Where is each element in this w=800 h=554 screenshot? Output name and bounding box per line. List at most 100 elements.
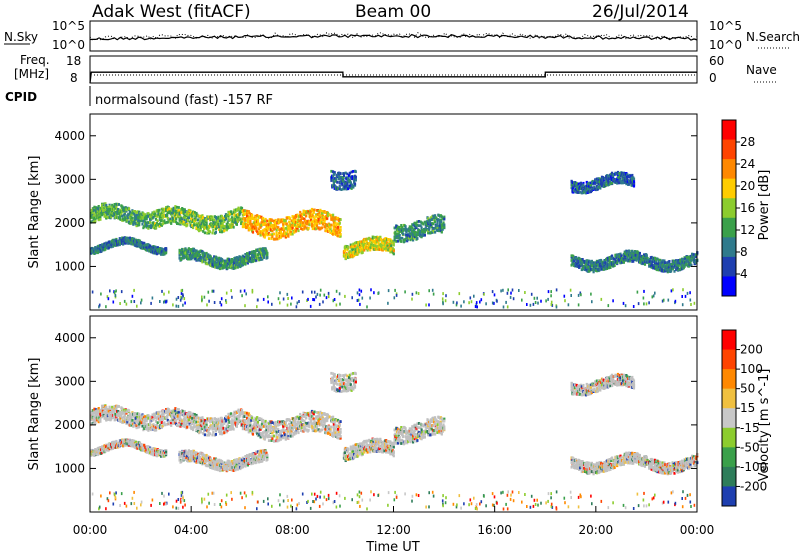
power-cell (321, 210, 324, 213)
power-cell (180, 258, 183, 261)
power-cell (247, 226, 250, 230)
power-cell (333, 173, 336, 176)
power-cell (277, 297, 280, 301)
power-cell (338, 187, 341, 191)
power-cell (436, 221, 439, 225)
power-cell (335, 289, 338, 293)
power-cell (219, 219, 222, 223)
power-cbar-segment (722, 120, 736, 141)
power-cell (332, 174, 335, 178)
power-cell (440, 230, 443, 234)
power-cell (595, 269, 598, 273)
power-cell (331, 176, 334, 180)
power-cell (152, 221, 155, 224)
power-cell (313, 225, 316, 229)
power-cbar-segment (722, 198, 736, 219)
power-cell (246, 254, 249, 257)
power-cell (149, 215, 152, 219)
power-cell (268, 233, 271, 237)
power-cell (686, 291, 689, 295)
power-cell (287, 233, 290, 236)
power-cell (329, 227, 332, 231)
power-cell (286, 292, 289, 296)
power-cell (608, 256, 611, 259)
power-cell (115, 205, 118, 209)
power-cell (182, 210, 185, 213)
power-cell (540, 299, 542, 303)
power-cell (300, 224, 303, 228)
power-cell (345, 255, 348, 259)
power-cell (436, 226, 439, 230)
power-cell (354, 170, 357, 174)
power-cell (337, 174, 341, 178)
power-ytick-label-1: 2000 (54, 216, 85, 230)
power-cell (370, 288, 372, 292)
power-cell (281, 228, 284, 231)
power-cell (244, 219, 247, 222)
power-cell (181, 296, 183, 300)
power-cell (243, 257, 246, 261)
power-cell (445, 294, 447, 298)
power-cell (351, 296, 353, 300)
power-cell (584, 191, 588, 195)
power-cell (203, 231, 206, 235)
power-cell (241, 254, 244, 258)
power-cell (648, 263, 651, 267)
power-cell (213, 223, 217, 227)
power-cell (177, 296, 180, 299)
power-cell (176, 222, 179, 225)
power-cell (442, 302, 444, 306)
power-cell (213, 255, 216, 259)
power-cell (693, 301, 696, 305)
power-cell (334, 185, 337, 189)
power-cell (255, 216, 258, 219)
power-cell (266, 253, 269, 257)
velocity-cell (136, 412, 139, 416)
power-cell (216, 219, 219, 223)
power-cell (421, 229, 424, 232)
power-cell (352, 170, 355, 173)
noise-sky-line (89, 33, 698, 41)
power-cell (389, 248, 392, 252)
power-cell (372, 240, 375, 244)
power-cell (224, 262, 228, 265)
power-cell (126, 218, 129, 222)
power-cell (154, 214, 157, 218)
power-cell (578, 266, 581, 269)
power-cell (444, 299, 447, 303)
power-cell (202, 215, 205, 219)
power-cell (632, 259, 635, 263)
power-cell (202, 230, 205, 233)
power-cell (198, 219, 201, 223)
power-cell (151, 296, 154, 300)
power-cell (225, 300, 228, 304)
power-cell (586, 186, 589, 190)
power-cell (417, 229, 421, 232)
power-cell (310, 209, 313, 213)
power-cell (186, 210, 189, 214)
power-cell (229, 212, 232, 216)
power-cell (337, 225, 340, 229)
power-cell (545, 299, 547, 303)
power-cell (156, 251, 159, 255)
power-cell (580, 293, 582, 297)
power-cell (354, 250, 357, 254)
power-cell (211, 231, 214, 235)
power-cell (669, 264, 672, 268)
velocity-cell (110, 414, 113, 417)
power-cell (428, 289, 430, 293)
power-cell (233, 261, 236, 264)
power-cell (358, 250, 361, 254)
power-cell (145, 217, 148, 221)
velocity-cell (96, 414, 99, 418)
power-cell (250, 224, 253, 228)
power-cell (291, 232, 294, 236)
power-cbar-segment (722, 276, 736, 297)
power-cell (107, 297, 110, 301)
velocity-cell (95, 409, 98, 413)
power-cell (180, 289, 183, 293)
power-cell (404, 290, 406, 294)
power-cell (321, 212, 324, 215)
power-cell (212, 289, 215, 293)
power-cell (107, 211, 110, 215)
